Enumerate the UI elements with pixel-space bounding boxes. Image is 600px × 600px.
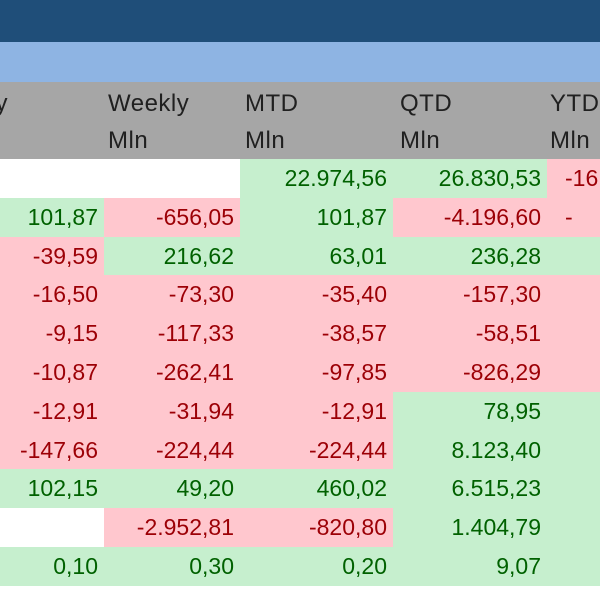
cell-daily[interactable]: 102,15 (0, 469, 104, 509)
cell-ytd[interactable] (547, 546, 600, 586)
cell-daily[interactable]: -147,66 (0, 430, 104, 470)
table-row: 22.974,56 26.830,53 -16 (0, 159, 600, 198)
cell-weekly[interactable]: 0,30 (104, 546, 240, 586)
cell-qtd[interactable]: 236,28 (393, 236, 547, 276)
cell-ytd[interactable]: - (547, 197, 600, 237)
cell-ytd[interactable]: -16 (547, 159, 600, 198)
header-mtd[interactable]: MTD Mln (245, 82, 385, 159)
cell-ytd[interactable] (547, 430, 600, 470)
cell-weekly[interactable]: -73,30 (104, 275, 240, 315)
cell-weekly[interactable]: -262,41 (104, 352, 240, 392)
cell-mtd[interactable]: 22.974,56 (240, 159, 393, 198)
header-ytd-title: YTD (550, 90, 600, 117)
cell-daily[interactable]: -39,59 (0, 236, 104, 276)
cell-mtd[interactable]: 101,87 (240, 197, 393, 237)
cell-weekly[interactable]: -31,94 (104, 391, 240, 431)
cell-daily[interactable]: 0,10 (0, 546, 104, 586)
table-row: -2.952,81 -820,80 1.404,79 (0, 508, 600, 547)
cell-weekly[interactable]: -117,33 (104, 314, 240, 353)
cell-qtd[interactable]: 6.515,23 (393, 469, 547, 509)
table-row: 102,15 49,20 460,02 6.515,23 (0, 469, 600, 509)
cell-ytd[interactable] (547, 508, 600, 547)
cell-mtd[interactable]: -12,91 (240, 391, 393, 431)
cell-ytd[interactable] (547, 391, 600, 431)
cell-weekly[interactable] (104, 159, 240, 198)
table-row: 101,87 -656,05 101,87 -4.196,60 - (0, 197, 600, 237)
cell-daily[interactable]: -10,87 (0, 352, 104, 392)
table-row: -39,59 216,62 63,01 236,28 (0, 236, 600, 276)
cell-weekly[interactable]: -224,44 (104, 430, 240, 470)
cell-ytd[interactable] (547, 236, 600, 276)
header-weekly[interactable]: Weekly Mln (108, 82, 238, 159)
header-mtd-title: MTD (245, 90, 299, 117)
cell-mtd[interactable]: -224,44 (240, 430, 393, 470)
cell-mtd[interactable]: -97,85 (240, 352, 393, 392)
table-row: -16,50 -73,30 -35,40 -157,30 (0, 275, 600, 315)
table-row: -9,15 -117,33 -38,57 -58,51 (0, 314, 600, 353)
cell-ytd[interactable] (547, 275, 600, 315)
table-row: 0,10 0,30 0,20 9,07 (0, 546, 600, 586)
cell-qtd[interactable]: -4.196,60 (393, 197, 547, 237)
header-qtd-unit: Mln (400, 127, 441, 154)
header-weekly-title: Weekly (108, 90, 190, 117)
cell-daily[interactable] (0, 508, 104, 547)
cell-mtd[interactable]: 0,20 (240, 546, 393, 586)
cell-qtd[interactable]: 1.404,79 (393, 508, 547, 547)
cell-qtd[interactable]: -58,51 (393, 314, 547, 353)
subtitle-band (0, 42, 600, 82)
cell-daily[interactable] (0, 159, 104, 198)
cell-daily[interactable]: -9,15 (0, 314, 104, 353)
cell-ytd[interactable] (547, 469, 600, 509)
header-ytd[interactable]: YTD Mln (550, 82, 600, 159)
header-qtd[interactable]: QTD Mln (400, 82, 540, 159)
cell-daily[interactable]: 101,87 (0, 197, 104, 237)
cell-qtd[interactable]: 8.123,40 (393, 430, 547, 470)
table-row: -12,91 -31,94 -12,91 78,95 (0, 391, 600, 431)
header-weekly-unit: Mln (108, 127, 149, 154)
cell-weekly[interactable]: 216,62 (104, 236, 240, 276)
header-daily-title: aily (0, 90, 9, 117)
cell-weekly[interactable]: 49,20 (104, 469, 240, 509)
header-daily[interactable]: aily ln (0, 82, 100, 159)
cell-mtd[interactable]: 63,01 (240, 236, 393, 276)
cell-qtd[interactable]: 26.830,53 (393, 159, 547, 198)
cell-ytd[interactable] (547, 352, 600, 392)
cell-weekly[interactable]: -656,05 (104, 197, 240, 237)
data-rows: 22.974,56 26.830,53 -16 101,87 -656,05 1… (0, 159, 600, 586)
header-mtd-unit: Mln (245, 127, 286, 154)
cell-mtd[interactable]: 460,02 (240, 469, 393, 509)
cell-daily[interactable]: -12,91 (0, 391, 104, 431)
cell-qtd[interactable]: -157,30 (393, 275, 547, 315)
cell-qtd[interactable]: 9,07 (393, 546, 547, 586)
cell-weekly[interactable]: -2.952,81 (104, 508, 240, 547)
table-row: -147,66 -224,44 -224,44 8.123,40 (0, 430, 600, 470)
cell-qtd[interactable]: 78,95 (393, 391, 547, 431)
header-ytd-unit: Mln (550, 127, 591, 154)
cell-mtd[interactable]: -820,80 (240, 508, 393, 547)
table-row: -10,87 -262,41 -97,85 -826,29 (0, 352, 600, 392)
cell-daily[interactable]: -16,50 (0, 275, 104, 315)
cell-mtd[interactable]: -38,57 (240, 314, 393, 353)
title-band (0, 0, 600, 42)
header-qtd-title: QTD (400, 90, 453, 117)
cell-ytd[interactable] (547, 314, 600, 353)
header-row: aily ln Weekly Mln MTD Mln QTD Mln YTD M… (0, 82, 600, 159)
cell-qtd[interactable]: -826,29 (393, 352, 547, 392)
cell-mtd[interactable]: -35,40 (240, 275, 393, 315)
